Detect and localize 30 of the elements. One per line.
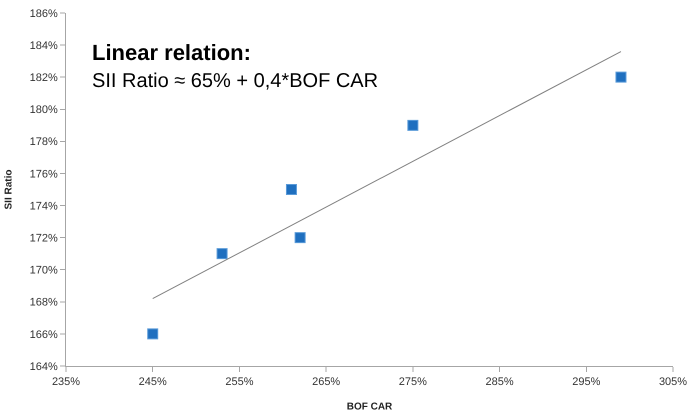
annotation: Linear relation:: [92, 40, 251, 65]
point: [407, 120, 418, 131]
x-tick-label: 285%: [486, 376, 514, 388]
x-tick-label: 275%: [398, 376, 428, 388]
x-tick-label: 305%: [658, 376, 688, 388]
y-tick-label: 176%: [30, 168, 58, 180]
x-tick-label: 245%: [138, 376, 167, 388]
point: [147, 328, 158, 340]
y-tick-label: 178%: [30, 136, 58, 148]
y-tick-label: 172%: [30, 232, 58, 244]
point: [615, 72, 626, 83]
y-tick-label: 170%: [30, 264, 58, 277]
x-tick-label: 265%: [312, 376, 340, 388]
x-tick-label: 255%: [225, 376, 254, 388]
annotation: SII Ratio ≈ 65% + 0,4*BOF CAR: [92, 70, 378, 92]
y-tick-label: 180%: [30, 104, 58, 116]
y-tick-label: 168%: [30, 296, 58, 309]
y-tick-label: 182%: [30, 72, 58, 84]
y-tick-label: 184%: [30, 40, 58, 52]
x-tick-label: 235%: [52, 376, 80, 388]
point: [286, 184, 297, 195]
y-tick-label: 174%: [30, 200, 58, 212]
point: [216, 248, 228, 260]
point: [294, 232, 306, 244]
x-tick-label: 295%: [572, 376, 601, 388]
y-tick-label: 166%: [30, 328, 58, 341]
y-tick-label: 186%: [30, 8, 58, 20]
y-axis-title: SII Ratio: [4, 169, 15, 210]
x-axis-title: BOF CAR: [346, 402, 394, 413]
y-tick-label: 164%: [30, 360, 58, 373]
